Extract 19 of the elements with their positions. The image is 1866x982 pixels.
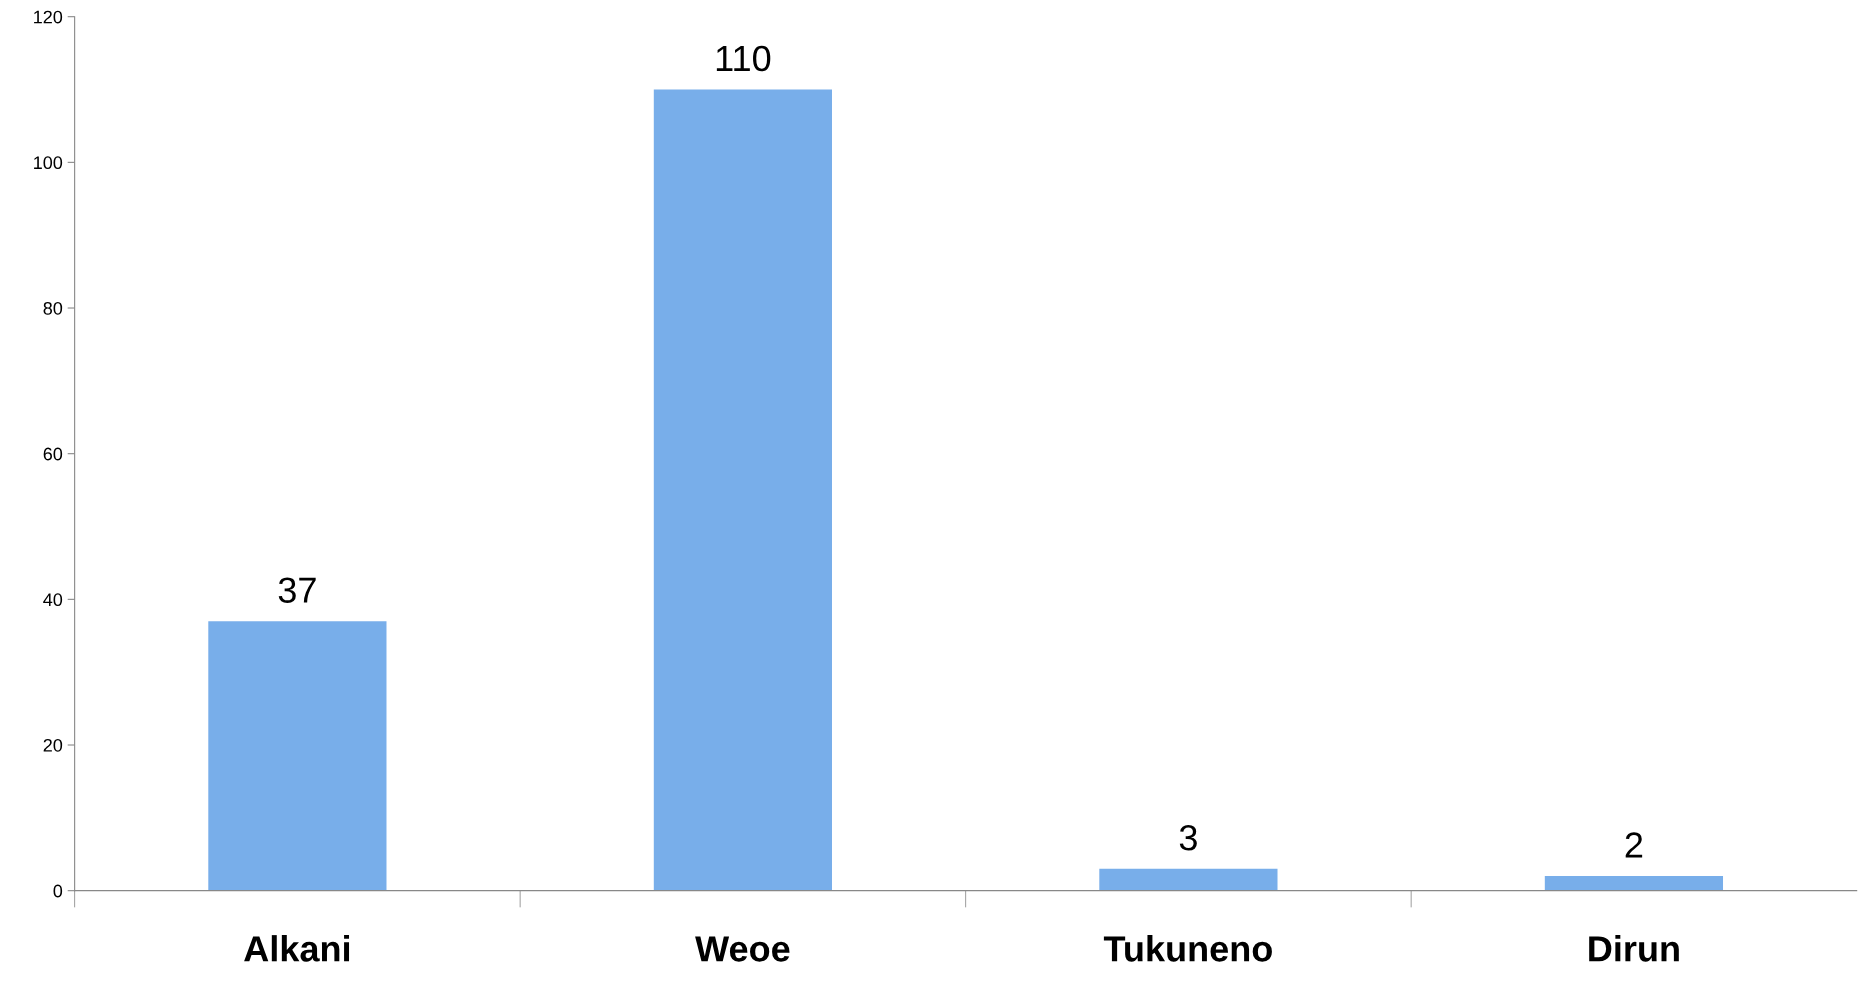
y-tick-label: 60 <box>43 447 63 461</box>
y-tick-label: 100 <box>34 156 63 170</box>
x-tick-label: Tukuneno <box>1103 935 1272 962</box>
y-tick-label: 120 <box>34 10 63 24</box>
data-label: 3 <box>1179 825 1197 851</box>
x-tick-label: Alkani <box>244 935 350 962</box>
data-label: 110 <box>716 45 771 72</box>
x-tick-label: Dirun <box>1589 935 1679 962</box>
x-tick-label: Weoe <box>695 936 790 962</box>
data-label: 37 <box>278 577 316 603</box>
y-tick-label: 80 <box>43 301 63 315</box>
bar <box>1099 868 1278 891</box>
bar <box>1544 876 1724 891</box>
y-tick-label: 0 <box>53 884 63 898</box>
y-tick-label: 20 <box>43 738 63 752</box>
bar <box>653 89 832 891</box>
data-label: 2 <box>1625 832 1643 858</box>
y-tick-label: 40 <box>43 593 63 607</box>
bar <box>208 621 387 891</box>
